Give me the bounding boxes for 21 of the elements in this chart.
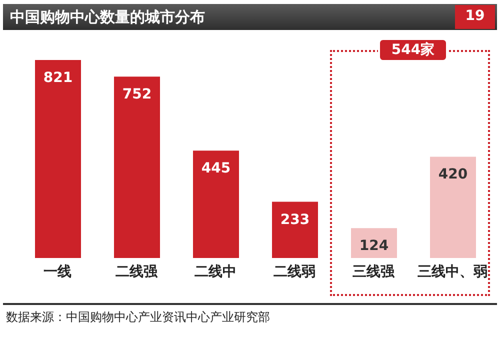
bar — [272, 202, 318, 258]
data-label: 445 — [201, 160, 231, 177]
x-tick-label: 二线弱 — [274, 264, 316, 280]
source-note: 数据来源：中国购物中心产业资讯中心产业研究部 — [6, 309, 270, 326]
text: 544家 — [378, 41, 448, 59]
chart-title: 中国购物中心数量的城市分布 — [10, 8, 205, 27]
data-label: 821 — [43, 70, 73, 86]
bar — [430, 156, 476, 258]
x-tick-label: 三线强 — [352, 264, 396, 280]
x-tick-label: 三线中、弱 — [418, 264, 488, 280]
data-label: 420 — [438, 166, 468, 183]
bar — [35, 60, 81, 258]
bar — [193, 150, 239, 258]
x-tick-label: 二线中 — [194, 264, 236, 280]
data-label: 752 — [122, 86, 152, 103]
text: 19 — [464, 8, 486, 24]
data-label: 124 — [359, 238, 389, 254]
x-tick-label: 二线强 — [116, 264, 158, 280]
x-tick-label: 一线 — [44, 264, 72, 280]
bar — [114, 76, 160, 258]
data-label: 233 — [280, 212, 310, 228]
